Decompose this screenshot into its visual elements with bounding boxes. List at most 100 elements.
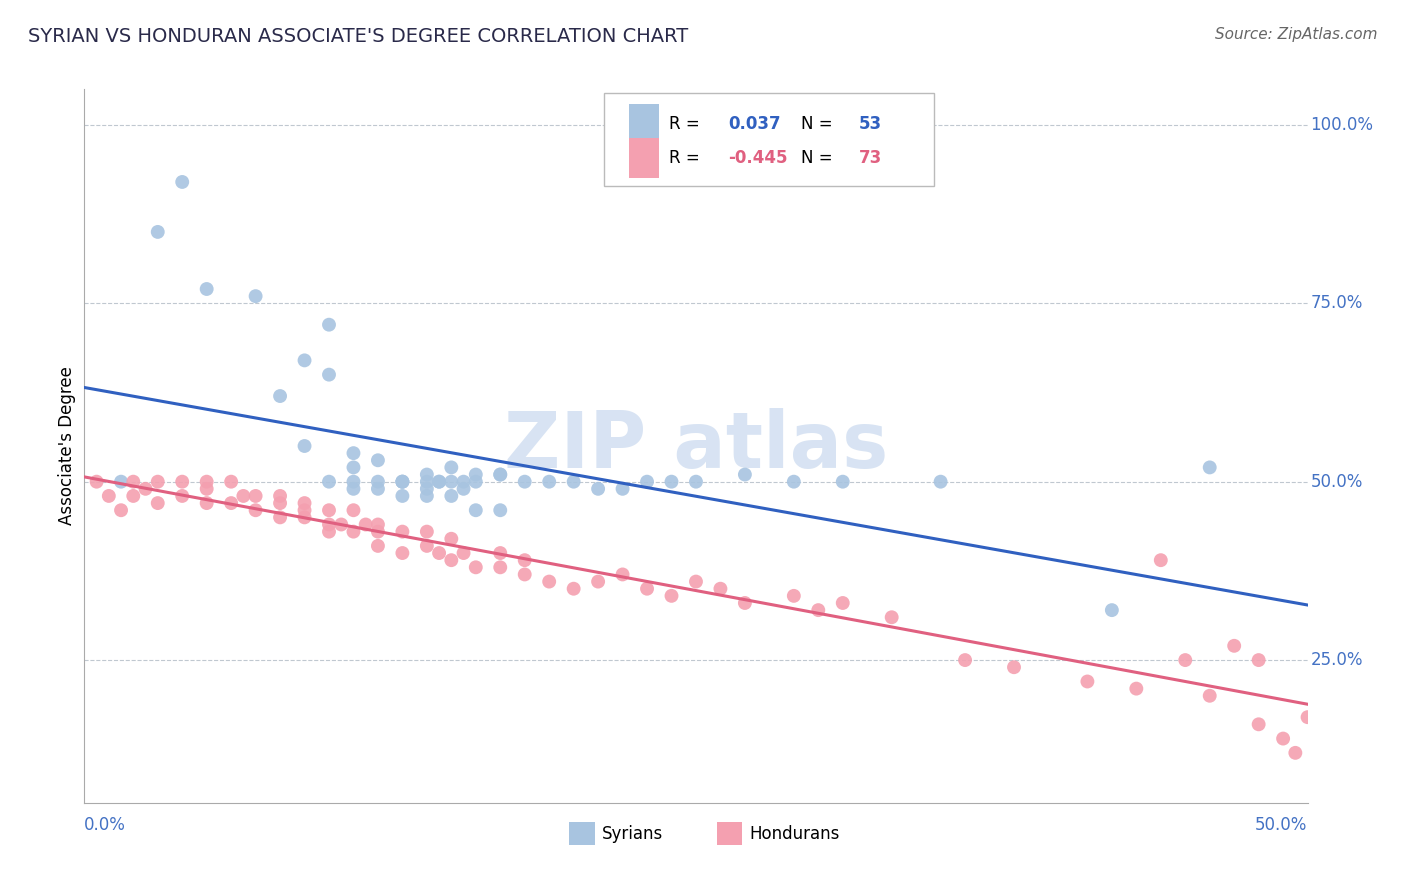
Point <box>807 603 830 617</box>
Point <box>1101 603 1123 617</box>
Point <box>245 503 267 517</box>
FancyBboxPatch shape <box>605 93 935 186</box>
Point <box>1247 717 1270 731</box>
Point <box>489 503 512 517</box>
Text: 53: 53 <box>859 115 882 133</box>
Point <box>269 496 291 510</box>
Point <box>685 574 707 589</box>
Point <box>612 567 634 582</box>
Point <box>464 503 486 517</box>
Point <box>685 475 707 489</box>
Point <box>122 489 145 503</box>
Point <box>391 489 413 503</box>
Point <box>367 482 389 496</box>
Y-axis label: Associate's Degree: Associate's Degree <box>58 367 76 525</box>
Point <box>1284 746 1306 760</box>
Point <box>586 482 609 496</box>
Point <box>367 524 389 539</box>
Point <box>391 546 413 560</box>
Point <box>172 175 194 189</box>
Point <box>122 475 145 489</box>
Point <box>97 489 120 503</box>
Point <box>562 582 585 596</box>
FancyBboxPatch shape <box>628 138 659 178</box>
Point <box>427 475 450 489</box>
Point <box>489 467 512 482</box>
Point <box>135 482 157 496</box>
Point <box>636 475 658 489</box>
Point <box>661 475 683 489</box>
Point <box>464 475 486 489</box>
Point <box>391 475 413 489</box>
Point <box>367 517 389 532</box>
Point <box>342 475 364 489</box>
Point <box>734 596 756 610</box>
Point <box>294 353 316 368</box>
Point <box>464 560 486 574</box>
Point <box>367 475 389 489</box>
Point <box>342 524 364 539</box>
Point <box>318 524 340 539</box>
Point <box>1296 710 1319 724</box>
Point <box>1174 653 1197 667</box>
Point <box>269 489 291 503</box>
Point <box>416 524 439 539</box>
Point <box>146 225 169 239</box>
Point <box>172 489 194 503</box>
Point <box>1247 653 1270 667</box>
Point <box>342 446 364 460</box>
Point <box>709 582 731 596</box>
Text: R =: R = <box>669 149 704 167</box>
Point <box>489 546 512 560</box>
Point <box>1002 660 1025 674</box>
Point <box>195 482 218 496</box>
Point <box>195 496 218 510</box>
Point <box>661 589 683 603</box>
Point <box>416 467 439 482</box>
Point <box>453 482 475 496</box>
Point <box>440 553 463 567</box>
Point <box>440 475 463 489</box>
Point <box>269 389 291 403</box>
Point <box>110 475 132 489</box>
Text: Hondurans: Hondurans <box>749 825 839 843</box>
Point <box>110 503 132 517</box>
Point <box>513 567 536 582</box>
Point <box>219 496 242 510</box>
Text: 50.0%: 50.0% <box>1256 816 1308 834</box>
Point <box>929 475 952 489</box>
Point <box>734 467 756 482</box>
Text: N =: N = <box>801 149 838 167</box>
Point <box>416 482 439 496</box>
Text: N =: N = <box>801 115 838 133</box>
Point <box>367 539 389 553</box>
Point <box>562 475 585 489</box>
Point <box>219 475 242 489</box>
Text: Syrians: Syrians <box>602 825 664 843</box>
Text: R =: R = <box>669 115 704 133</box>
Text: Source: ZipAtlas.com: Source: ZipAtlas.com <box>1215 27 1378 42</box>
Text: -0.445: -0.445 <box>728 149 787 167</box>
Point <box>953 653 976 667</box>
Text: 50.0%: 50.0% <box>1310 473 1362 491</box>
Point <box>880 610 903 624</box>
Point <box>318 517 340 532</box>
FancyBboxPatch shape <box>628 104 659 144</box>
Point <box>416 475 439 489</box>
Point <box>245 489 267 503</box>
Text: 100.0%: 100.0% <box>1310 116 1374 134</box>
Point <box>1223 639 1246 653</box>
Point <box>586 574 609 589</box>
Point <box>440 532 463 546</box>
Point <box>342 503 364 517</box>
Point <box>318 475 340 489</box>
Point <box>1198 460 1220 475</box>
Point <box>513 475 536 489</box>
Text: 0.0%: 0.0% <box>84 816 127 834</box>
Point <box>416 489 439 503</box>
Point <box>146 496 169 510</box>
Text: 0.037: 0.037 <box>728 115 780 133</box>
Point <box>86 475 108 489</box>
Text: 73: 73 <box>859 149 882 167</box>
Point <box>489 560 512 574</box>
